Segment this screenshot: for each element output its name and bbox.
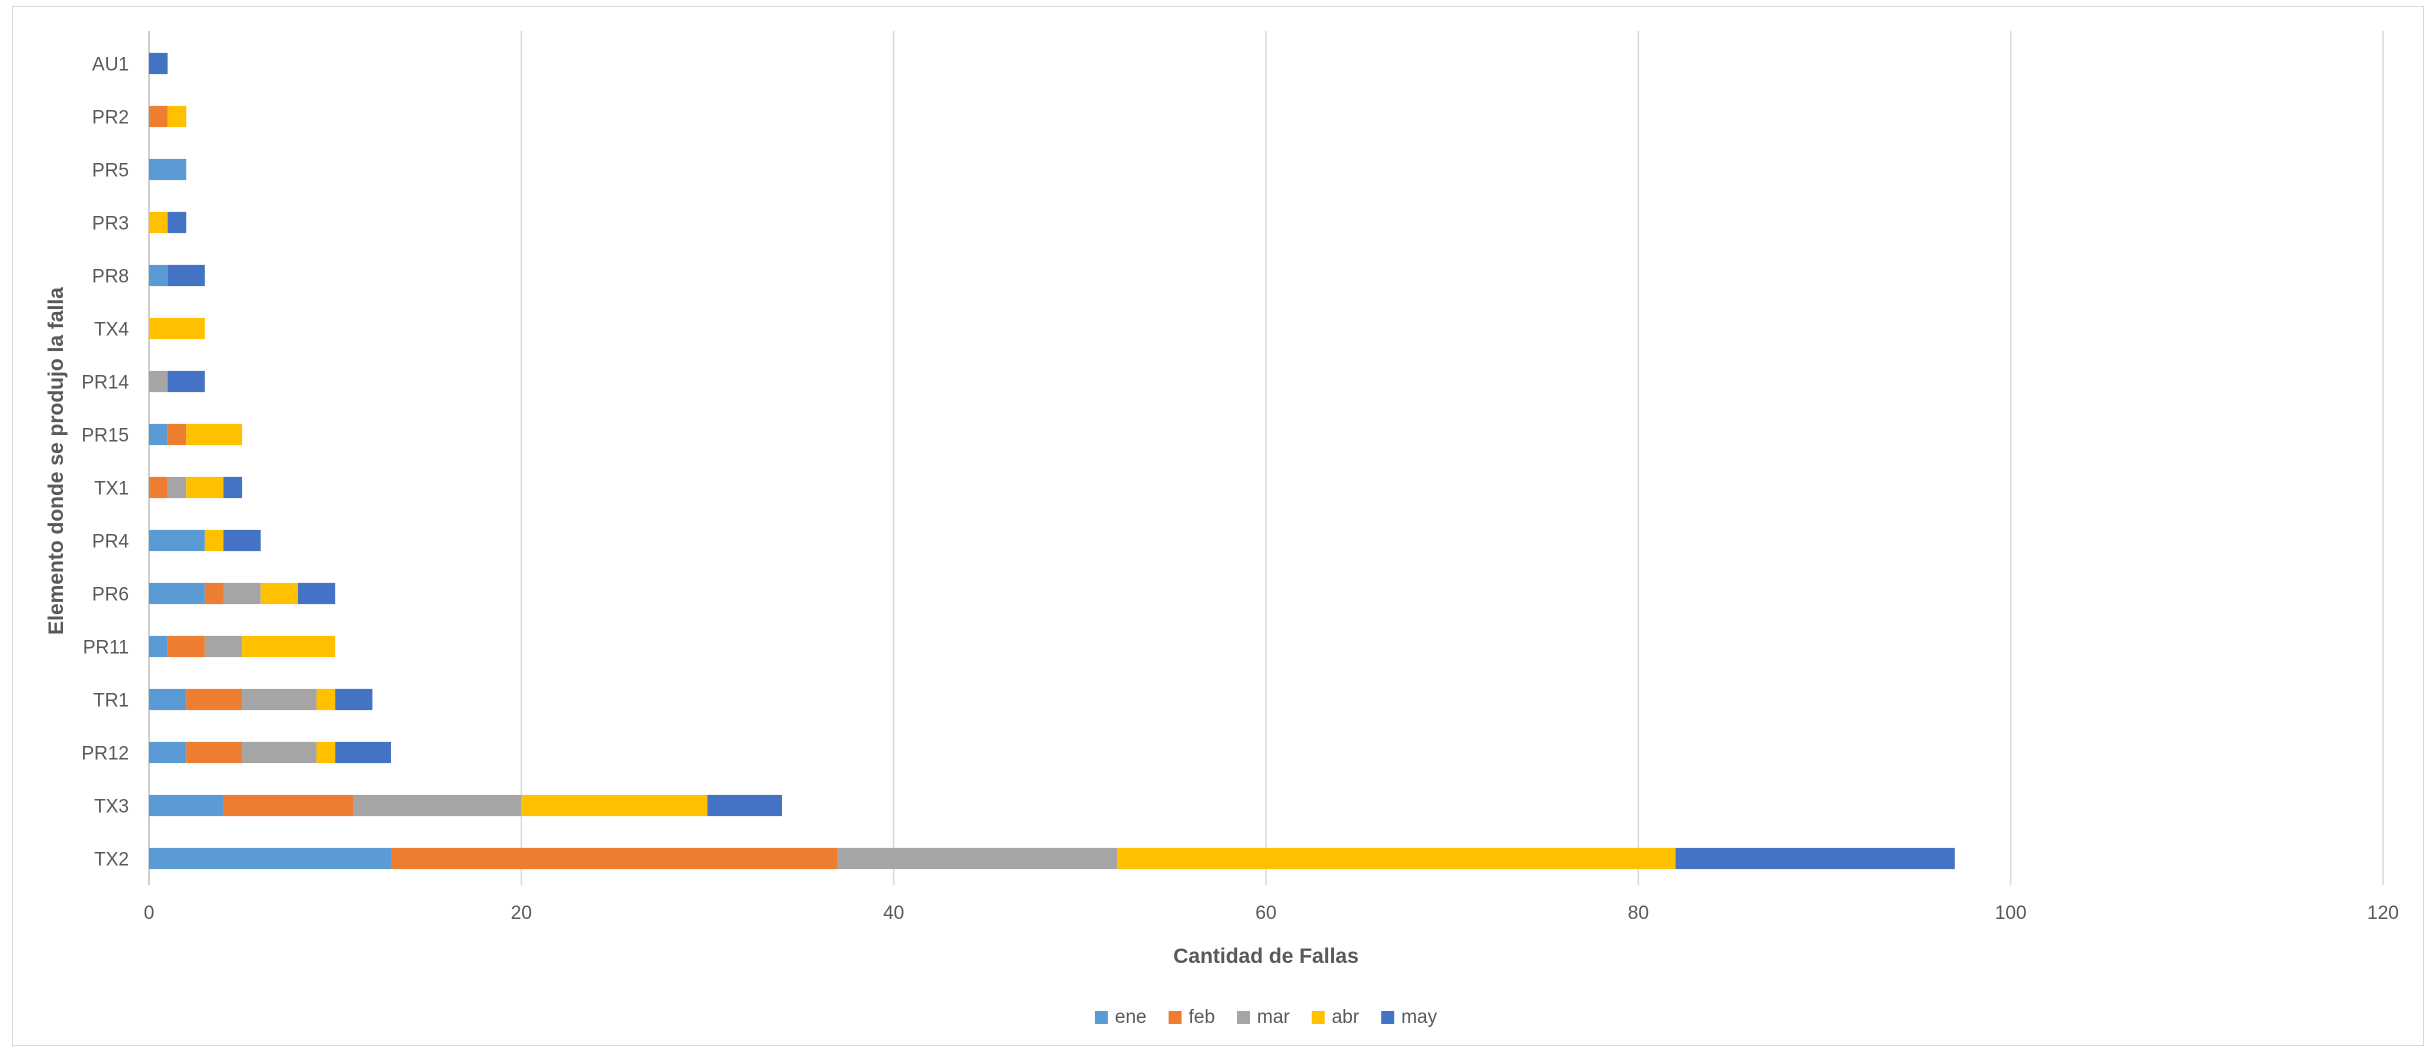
y-axis-title: Elemento donde se produjo la falla (45, 287, 68, 635)
bar-segment-mar-TX1 (167, 476, 187, 499)
bar-segment-may-PR12 (335, 741, 392, 764)
y-tick-label: PR12 (81, 744, 129, 765)
x-tick-label: 80 (1628, 903, 1649, 924)
legend-label-mar: mar (1257, 1007, 1290, 1028)
bar-segment-ene-TR1 (149, 688, 187, 711)
bar-segment-may-TX3 (707, 794, 782, 817)
bar-segment-may-PR3 (167, 211, 187, 234)
y-tick-label: PR11 (83, 638, 129, 659)
legend-label-abr: abr (1332, 1007, 1360, 1028)
bar-segment-ene-PR8 (149, 264, 168, 287)
y-tick-label: PR14 (81, 373, 129, 394)
bar-segment-feb-TX3 (223, 794, 354, 817)
bar-segment-may-AU1 (149, 52, 168, 75)
bar-segment-ene-PR4 (149, 529, 205, 552)
bar-segment-abr-TX4 (149, 317, 205, 340)
bar-segment-mar-PR11 (204, 635, 243, 658)
y-tick-label: TX3 (94, 797, 129, 818)
bars (149, 52, 1955, 870)
bar-segment-mar-PR14 (149, 370, 168, 393)
legend-swatch-feb (1168, 1011, 1182, 1024)
bar-segment-abr-TX2 (1117, 847, 1676, 870)
bar-segment-ene-TX3 (149, 794, 224, 817)
legend-swatch-may (1381, 1011, 1395, 1024)
bar-segment-may-TR1 (335, 688, 373, 711)
bar-segment-may-PR6 (297, 582, 336, 605)
y-tick-label: TX4 (94, 320, 129, 341)
chart-area: 0 20 40 60 80 100 120 AU1 PR2 PR5 PR3 PR8 TX4 PR14 PR… (12, 6, 2424, 1046)
bar-segment-mar-TX2 (837, 847, 1118, 870)
bar-segment-abr-TX1 (186, 476, 224, 499)
x-tick-label: 20 (511, 903, 532, 924)
bar-segment-feb-PR15 (167, 423, 187, 446)
x-tick-label: 120 (2367, 903, 2399, 924)
y-tick-label: AU1 (92, 55, 129, 76)
legend-swatch-ene (1094, 1011, 1108, 1024)
bar-segment-abr-PR2 (167, 105, 187, 128)
bar-segment-may-TX1 (223, 476, 243, 499)
bar-segment-ene-PR5 (149, 158, 187, 181)
value-axis-ticks: 0 20 40 60 80 100 120 (144, 903, 2399, 924)
y-tick-label: PR3 (92, 214, 129, 235)
bar-segment-ene-PR6 (149, 582, 205, 605)
stacked-bar-chart: 0 20 40 60 80 100 120 AU1 PR2 PR5 PR3 PR8 TX4 PR14 PR… (45, 31, 2399, 1028)
bar-segment-feb-TR1 (186, 688, 243, 711)
bar-segment-feb-PR12 (186, 741, 243, 764)
x-axis-title: Cantidad de Fallas (1173, 945, 1359, 968)
bar-segment-feb-PR2 (149, 105, 168, 128)
y-tick-label: PR8 (92, 267, 129, 288)
category-axis-ticks: AU1 PR2 PR5 PR3 PR8 TX4 PR14 PR15 TX1 PR4 PR6 PR11 T… (81, 55, 129, 871)
y-tick-label: PR5 (92, 161, 129, 182)
y-tick-label: PR15 (81, 426, 129, 447)
x-tick-label: 0 (144, 903, 155, 924)
bar-segment-may-TX2 (1675, 847, 1955, 870)
x-tick-label: 60 (1255, 903, 1276, 924)
bar-segment-abr-TR1 (316, 688, 336, 711)
bar-segment-abr-PR12 (316, 741, 336, 764)
bar-segment-abr-PR4 (204, 529, 224, 552)
bar-segment-feb-PR6 (204, 582, 224, 605)
bar-segment-ene-PR12 (149, 741, 187, 764)
bar-segment-ene-PR11 (149, 635, 168, 658)
bar-segment-feb-PR11 (167, 635, 205, 658)
y-tick-label: PR2 (92, 108, 129, 129)
bar-segment-mar-PR12 (242, 741, 317, 764)
bar-segment-abr-PR6 (260, 582, 298, 605)
bar-segment-mar-PR6 (223, 582, 261, 605)
bar-segment-abr-PR3 (149, 211, 168, 234)
legend-label-ene: ene (1115, 1007, 1147, 1028)
y-tick-label: TX1 (94, 479, 129, 500)
bar-segment-feb-TX2 (391, 847, 838, 870)
y-tick-label: TR1 (93, 691, 129, 712)
legend: ene feb mar abr may (1094, 1007, 1438, 1028)
bar-segment-ene-PR15 (149, 423, 168, 446)
bar-segment-mar-TX3 (353, 794, 522, 817)
x-tick-label: 100 (1995, 903, 2027, 924)
y-tick-label: PR4 (92, 532, 129, 553)
bar-segment-may-PR8 (167, 264, 205, 287)
bar-segment-ene-TX2 (149, 847, 392, 870)
legend-label-may: may (1401, 1007, 1437, 1028)
bar-segment-feb-TX1 (149, 476, 168, 499)
bar-segment-may-PR14 (167, 370, 205, 393)
bar-segment-abr-TX3 (521, 794, 708, 817)
legend-swatch-abr (1311, 1011, 1325, 1024)
legend-label-feb: feb (1189, 1007, 1215, 1028)
bar-segment-mar-TR1 (242, 688, 317, 711)
y-tick-label: TX2 (94, 850, 129, 871)
bar-segment-abr-PR15 (186, 423, 243, 446)
gridlines (520, 31, 2384, 885)
legend-swatch-mar (1237, 1011, 1251, 1024)
y-tick-label: PR6 (92, 585, 129, 606)
bar-segment-abr-PR11 (242, 635, 336, 658)
x-tick-label: 40 (883, 903, 904, 924)
bar-segment-may-PR4 (223, 529, 261, 552)
